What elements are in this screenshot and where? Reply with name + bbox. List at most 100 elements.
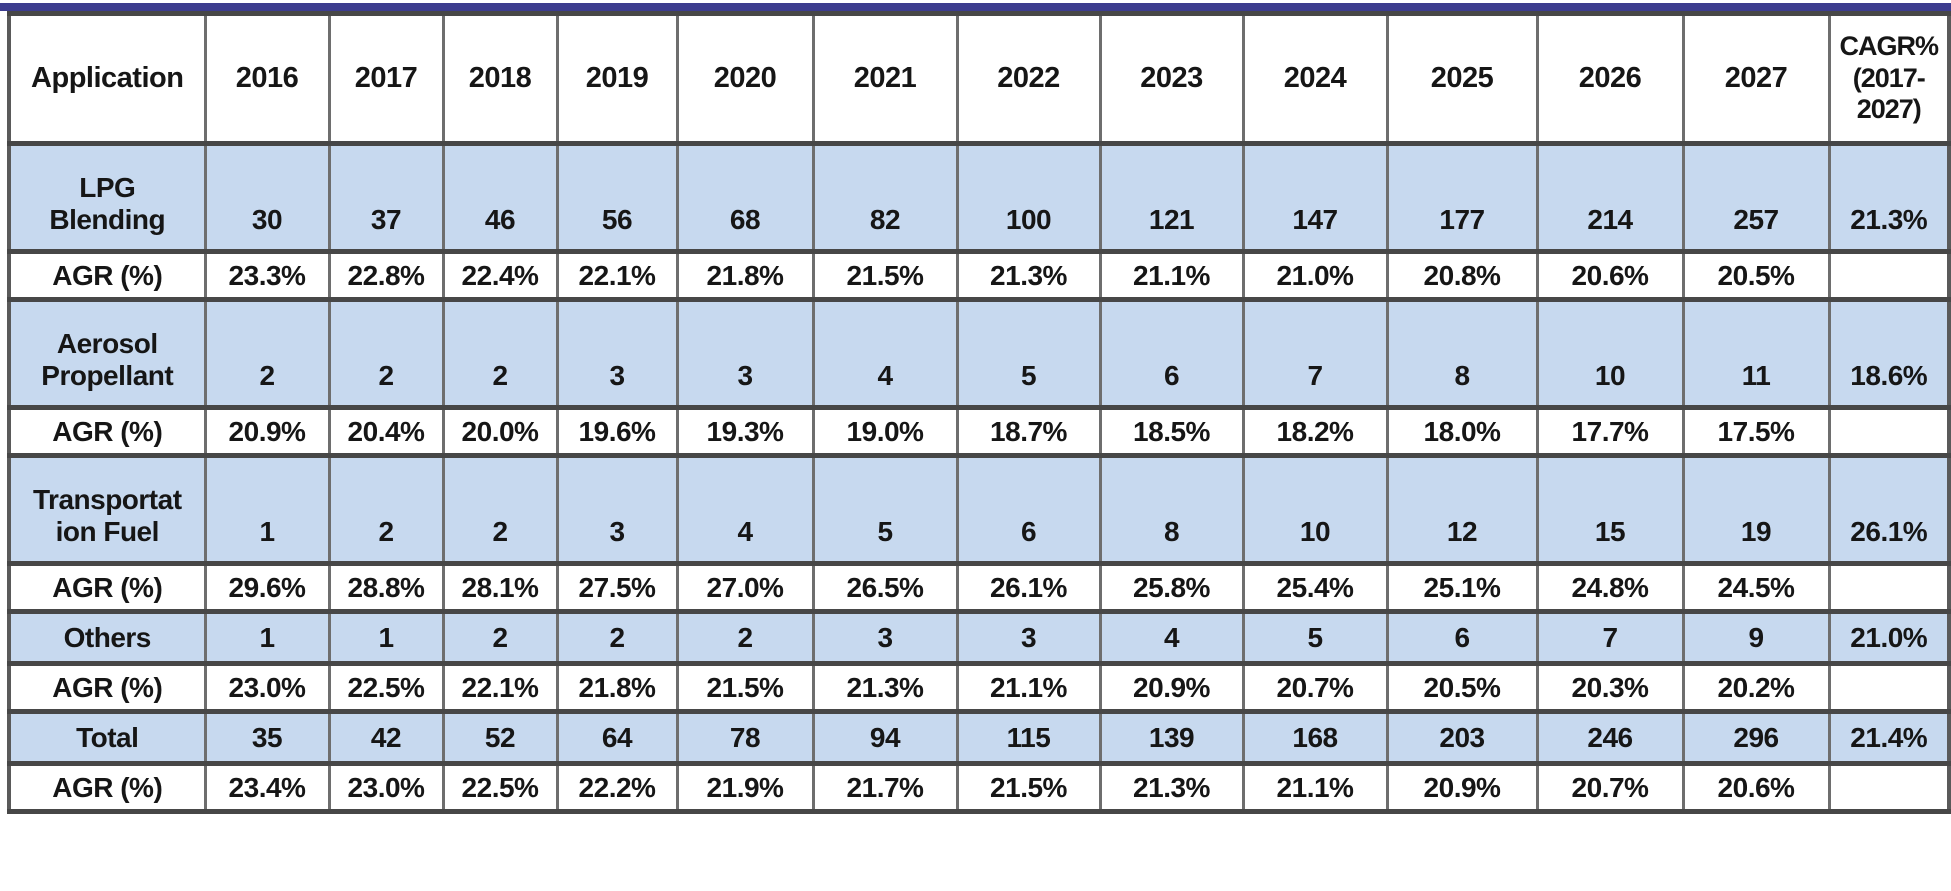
value-cell: 20.6% <box>1535 249 1685 302</box>
market-forecast-table: Application 2016 2017 2018 2019 2020 2021 2022 2… <box>7 11 1951 814</box>
value-cell: 3 <box>955 609 1102 666</box>
value-cell: 214 <box>1535 141 1685 254</box>
column-header-year: 2021 <box>811 11 959 146</box>
cagr-cell: 21.0% <box>1827 609 1951 666</box>
value-cell: 5 <box>811 453 959 566</box>
value-cell: 23.0% <box>327 761 445 814</box>
value-cell: 18.7% <box>955 405 1102 458</box>
value-cell: 3 <box>675 297 815 410</box>
value-cell: 20.9% <box>1098 661 1245 714</box>
value-cell: 22.8% <box>327 249 445 302</box>
value-cell: 2 <box>441 609 559 666</box>
value-cell: 10 <box>1535 297 1685 410</box>
cagr-cell <box>1827 761 1951 814</box>
row-label: Transportat ion Fuel <box>7 453 207 566</box>
value-cell: 64 <box>555 709 679 766</box>
value-cell: 21.1% <box>1241 761 1389 814</box>
value-cell: 4 <box>811 297 959 410</box>
column-header-year: 2018 <box>441 11 559 146</box>
value-cell: 20.7% <box>1241 661 1389 714</box>
value-cell: 139 <box>1098 709 1245 766</box>
value-cell: 82 <box>811 141 959 254</box>
cagr-cell: 21.3% <box>1827 141 1951 254</box>
row-label: AGR (%) <box>7 249 207 302</box>
value-cell: 10 <box>1241 453 1389 566</box>
value-cell: 1 <box>203 609 331 666</box>
value-cell: 17.5% <box>1681 405 1831 458</box>
value-cell: 20.5% <box>1681 249 1831 302</box>
value-cell: 22.1% <box>555 249 679 302</box>
value-cell: 22.1% <box>441 661 559 714</box>
value-cell: 56 <box>555 141 679 254</box>
value-cell: 35 <box>203 709 331 766</box>
value-cell: 203 <box>1385 709 1539 766</box>
value-cell: 21.5% <box>811 249 959 302</box>
column-header-year: 2024 <box>1241 11 1389 146</box>
cagr-cell <box>1827 249 1951 302</box>
value-cell: 22.5% <box>441 761 559 814</box>
value-cell: 9 <box>1681 609 1831 666</box>
cagr-cell <box>1827 561 1951 614</box>
column-header-year: 2017 <box>327 11 445 146</box>
value-cell: 21.5% <box>955 761 1102 814</box>
value-cell: 5 <box>1241 609 1389 666</box>
value-cell: 17.7% <box>1535 405 1685 458</box>
data-row: Total 35 42 52 64 78 94 115 139 168 203 246 296 21.4% <box>7 709 1951 766</box>
data-row: LPG Blending 30 37 46 56 68 82 100 121 147 177 214 2… <box>7 141 1951 254</box>
value-cell: 42 <box>327 709 445 766</box>
value-cell: 20.6% <box>1681 761 1831 814</box>
agr-row: AGR (%) 29.6% 28.8% 28.1% 27.5% 27.0% 26.5% 26.… <box>7 561 1951 614</box>
row-label: LPG Blending <box>7 141 207 254</box>
value-cell: 20.4% <box>327 405 445 458</box>
cagr-cell <box>1827 405 1951 458</box>
value-cell: 25.1% <box>1385 561 1539 614</box>
value-cell: 2 <box>327 453 445 566</box>
value-cell: 30 <box>203 141 331 254</box>
value-cell: 22.2% <box>555 761 679 814</box>
column-header-year: 2026 <box>1535 11 1685 146</box>
value-cell: 6 <box>1385 609 1539 666</box>
value-cell: 20.2% <box>1681 661 1831 714</box>
value-cell: 21.0% <box>1241 249 1389 302</box>
value-cell: 21.1% <box>1098 249 1245 302</box>
value-cell: 37 <box>327 141 445 254</box>
value-cell: 1 <box>327 609 445 666</box>
agr-row: AGR (%) 20.9% 20.4% 20.0% 19.6% 19.3% 19.0% 18.… <box>7 405 1951 458</box>
value-cell: 6 <box>955 453 1102 566</box>
value-cell: 20.0% <box>441 405 559 458</box>
value-cell: 20.9% <box>203 405 331 458</box>
column-header-application: Application <box>7 11 207 146</box>
value-cell: 23.0% <box>203 661 331 714</box>
value-cell: 2 <box>675 609 815 666</box>
column-header-year: 2027 <box>1681 11 1831 146</box>
cagr-cell: 26.1% <box>1827 453 1951 566</box>
row-label: Aerosol Propellant <box>7 297 207 410</box>
value-cell: 26.1% <box>955 561 1102 614</box>
data-row: Others 1 1 2 2 2 3 3 4 5 6 7 9 21.0% <box>7 609 1951 666</box>
data-row: Transportat ion Fuel 1 2 2 3 4 5 6 8 10 12 15 19 26.1… <box>7 453 1951 566</box>
value-cell: 246 <box>1535 709 1685 766</box>
value-cell: 21.7% <box>811 761 959 814</box>
value-cell: 11 <box>1681 297 1831 410</box>
value-cell: 28.8% <box>327 561 445 614</box>
row-label: AGR (%) <box>7 761 207 814</box>
column-header-year: 2022 <box>955 11 1102 146</box>
value-cell: 7 <box>1241 297 1389 410</box>
value-cell: 21.8% <box>555 661 679 714</box>
value-cell: 27.0% <box>675 561 815 614</box>
column-header-cagr: CAGR% (2017- 2027) <box>1827 11 1951 146</box>
value-cell: 115 <box>955 709 1102 766</box>
column-header-year: 2016 <box>203 11 331 146</box>
value-cell: 168 <box>1241 709 1389 766</box>
value-cell: 2 <box>441 297 559 410</box>
column-header-year: 2020 <box>675 11 815 146</box>
row-label: AGR (%) <box>7 561 207 614</box>
value-cell: 20.7% <box>1535 761 1685 814</box>
value-cell: 18.2% <box>1241 405 1389 458</box>
table-header: Application 2016 2017 2018 2019 2020 2021 2022 2… <box>7 11 1951 146</box>
value-cell: 3 <box>811 609 959 666</box>
value-cell: 21.3% <box>1098 761 1245 814</box>
value-cell: 4 <box>1098 609 1245 666</box>
value-cell: 27.5% <box>555 561 679 614</box>
data-row: Aerosol Propellant 2 2 2 3 3 4 5 6 7 8 10 11 18.6% <box>7 297 1951 410</box>
